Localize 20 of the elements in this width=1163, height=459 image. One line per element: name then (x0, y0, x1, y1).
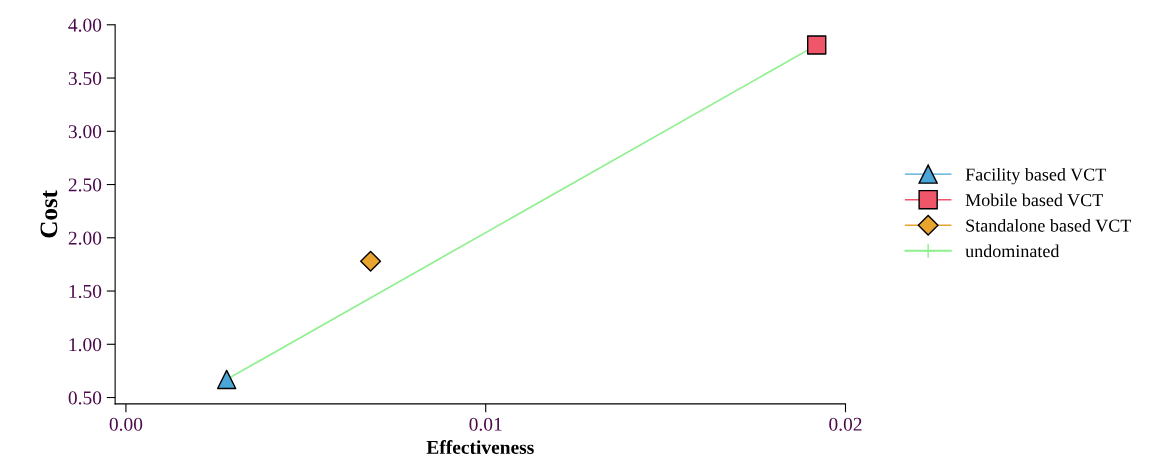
y-tick-label: 3.50 (68, 71, 102, 86)
y-tick-label: 4.00 (68, 18, 102, 32)
legend-label: Standalone based VCT (966, 219, 1132, 232)
x-axis-title: Effectiveness (426, 440, 534, 454)
y-tick-label: 2.00 (68, 231, 102, 245)
legend-label: undominated (965, 244, 1060, 258)
x-tick-label: 0.02 (829, 417, 862, 431)
point (360, 250, 382, 272)
y-axis-title: Cost (40, 190, 58, 238)
y-tick-label: 0.50 (68, 391, 102, 405)
legend-label: Facility based VCT (965, 167, 1106, 185)
x-tick-label: 0.01 (469, 417, 502, 431)
y-tick-label: 1.50 (69, 284, 102, 299)
point (806, 35, 827, 55)
legend-label: Mobile based VCT (965, 193, 1103, 207)
y-tick-label: 1.00 (69, 338, 102, 352)
y-tick-label: 2.50 (68, 178, 102, 192)
y-tick-label: 3.00 (68, 125, 102, 139)
point (216, 369, 237, 390)
x-tick-label: 0.00 (109, 417, 143, 431)
